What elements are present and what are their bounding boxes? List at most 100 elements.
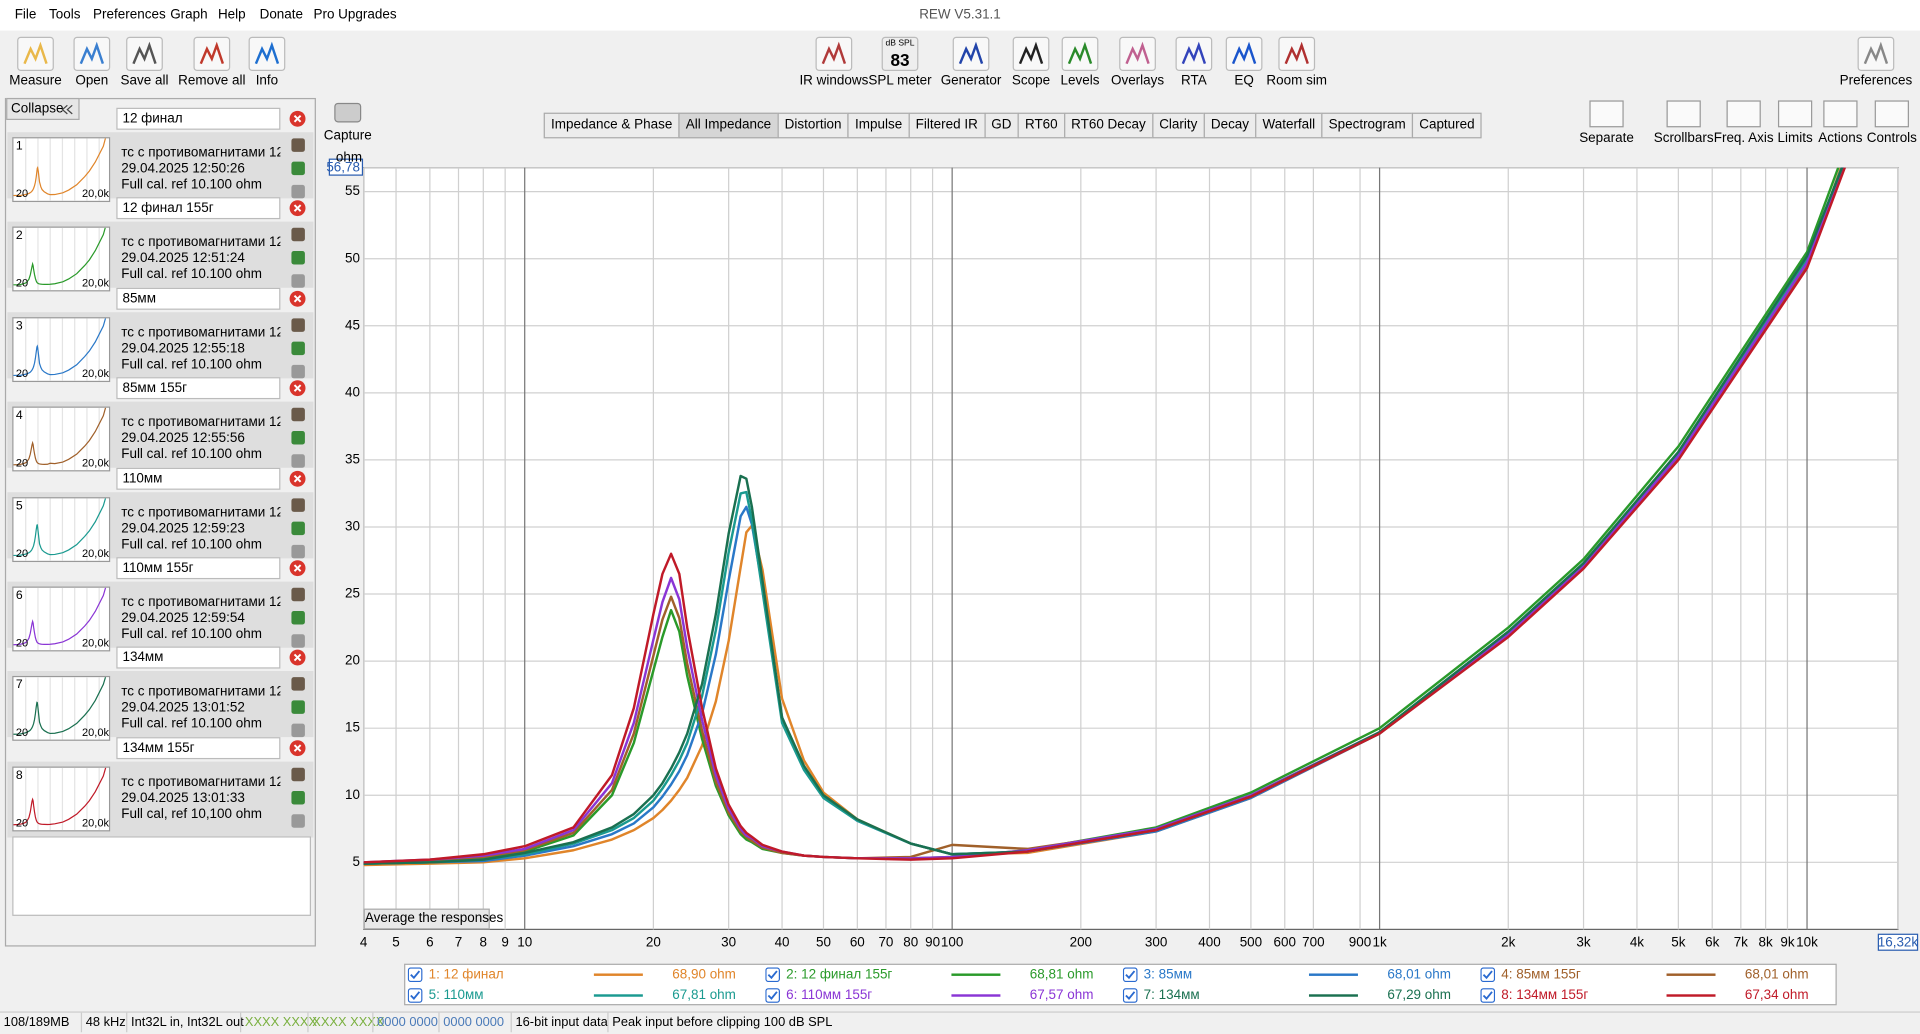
toolbar-button[interactable]: dB SPL 83 bbox=[881, 36, 919, 72]
item-icon[interactable] bbox=[291, 544, 305, 558]
toolbar-button[interactable] bbox=[193, 36, 231, 72]
thumbnail[interactable]: 8 20 20,0k bbox=[12, 766, 111, 832]
tab[interactable]: Distortion bbox=[777, 112, 849, 139]
icon[interactable] bbox=[289, 560, 306, 577]
toolbar-button[interactable] bbox=[1225, 36, 1263, 72]
toolbar-label[interactable]: Room sim bbox=[1266, 73, 1328, 89]
icon[interactable] bbox=[289, 649, 306, 666]
name-field[interactable]: 134мм bbox=[116, 647, 281, 670]
legend-label[interactable]: 5: 110мм bbox=[428, 988, 484, 1003]
menu-item[interactable]: Graph bbox=[170, 7, 208, 23]
toolbar-label[interactable]: Scope bbox=[1011, 73, 1051, 89]
control-label[interactable]: Scrollbars bbox=[1653, 131, 1714, 146]
icon[interactable] bbox=[1480, 967, 1496, 983]
control-icon[interactable] bbox=[1777, 100, 1813, 128]
name-field[interactable]: 110мм bbox=[116, 467, 281, 490]
legend-label[interactable]: 6: 110мм 155г bbox=[786, 988, 873, 1003]
control-label[interactable]: Actions bbox=[1818, 131, 1863, 146]
menu-item[interactable]: Tools bbox=[48, 7, 81, 23]
legend-label[interactable]: 4: 85мм 155г bbox=[1501, 967, 1581, 983]
item-icon[interactable] bbox=[291, 497, 305, 512]
icon[interactable] bbox=[407, 967, 423, 983]
tab[interactable]: Impedance & Phase bbox=[543, 112, 680, 139]
collapse-label[interactable]: Collapse bbox=[11, 101, 64, 117]
item-icon[interactable] bbox=[291, 454, 305, 468]
toolbar-label[interactable]: Remove all bbox=[178, 73, 246, 89]
item-icon[interactable] bbox=[291, 724, 305, 738]
toolbar-button[interactable] bbox=[1061, 36, 1099, 72]
control-icon[interactable] bbox=[1823, 100, 1858, 128]
icon[interactable] bbox=[765, 988, 781, 1003]
toolbar-label[interactable]: Generator bbox=[940, 73, 1002, 89]
name-field[interactable]: 110мм 155г bbox=[116, 557, 281, 580]
legend-label[interactable]: 2: 12 финал 155г bbox=[786, 967, 893, 983]
icon[interactable] bbox=[407, 988, 423, 1003]
icon[interactable] bbox=[289, 290, 306, 307]
icon[interactable] bbox=[1122, 988, 1138, 1003]
toolbar-label[interactable]: Info bbox=[255, 73, 279, 89]
toolbar-label[interactable]: EQ bbox=[1234, 73, 1254, 89]
item-icon[interactable] bbox=[291, 790, 305, 805]
item-icon[interactable] bbox=[291, 521, 305, 535]
icon[interactable] bbox=[289, 380, 306, 397]
toolbar-button[interactable] bbox=[952, 36, 990, 72]
icon[interactable] bbox=[289, 739, 306, 756]
thumbnail[interactable]: 7 20 20,0k bbox=[12, 676, 111, 742]
toolbar-button[interactable] bbox=[1119, 36, 1156, 72]
toolbar-label[interactable]: Measure bbox=[9, 73, 62, 89]
menu-item[interactable]: Help bbox=[217, 7, 246, 23]
item-icon[interactable] bbox=[291, 274, 305, 289]
toolbar-button[interactable] bbox=[1278, 36, 1316, 72]
toolbar-label[interactable]: Open bbox=[75, 73, 109, 89]
tab[interactable]: Waterfall bbox=[1255, 112, 1323, 139]
icon[interactable] bbox=[289, 110, 306, 127]
item-icon[interactable] bbox=[291, 587, 305, 602]
control-icon[interactable] bbox=[1589, 100, 1624, 128]
toolbar-label[interactable]: RTA bbox=[1181, 73, 1207, 89]
item-icon[interactable] bbox=[291, 161, 305, 176]
icon[interactable] bbox=[289, 470, 306, 487]
icon[interactable] bbox=[765, 967, 781, 983]
icon[interactable] bbox=[1122, 967, 1138, 983]
name-field[interactable]: 85мм bbox=[116, 287, 281, 310]
legend-label[interactable]: 1: 12 финал bbox=[428, 967, 504, 983]
item-icon[interactable] bbox=[291, 138, 305, 152]
tab[interactable]: Spectrogram bbox=[1321, 112, 1414, 139]
tab[interactable]: Captured bbox=[1411, 112, 1482, 139]
control-icon[interactable] bbox=[1666, 100, 1701, 128]
toolbar-label[interactable]: IR windows bbox=[799, 73, 869, 89]
item-icon[interactable] bbox=[291, 228, 305, 242]
item-icon[interactable] bbox=[291, 184, 305, 199]
item-icon[interactable] bbox=[291, 700, 305, 715]
tab[interactable]: RT60 Decay bbox=[1063, 112, 1154, 139]
thumbnail[interactable]: 2 20 20,0k bbox=[12, 227, 111, 292]
item-icon[interactable] bbox=[291, 767, 305, 781]
toolbar-label[interactable]: Levels bbox=[1060, 73, 1100, 89]
toolbar-button[interactable] bbox=[1175, 36, 1213, 72]
item-icon[interactable] bbox=[291, 634, 305, 648]
toolbar-label[interactable]: Preferences bbox=[1839, 73, 1913, 89]
thumbnail[interactable]: 4 20 20,0k bbox=[12, 406, 111, 472]
tab[interactable]: RT60 bbox=[1017, 112, 1066, 139]
thumbnail[interactable]: 3 20 20,0k bbox=[12, 316, 111, 382]
thumbnail[interactable]: 1 20 20,0k bbox=[12, 137, 111, 203]
control-icon[interactable] bbox=[1726, 100, 1761, 128]
menu-item[interactable]: Donate bbox=[259, 7, 304, 23]
menu-item[interactable]: Preferences bbox=[93, 7, 166, 23]
item-icon[interactable] bbox=[291, 407, 305, 422]
item-icon[interactable] bbox=[291, 611, 305, 625]
tab[interactable]: All Impedance bbox=[678, 112, 779, 139]
toolbar-label[interactable]: SPL meter bbox=[868, 73, 932, 89]
capture-icon[interactable] bbox=[334, 102, 362, 123]
control-label[interactable]: Separate bbox=[1579, 131, 1634, 146]
tab[interactable]: Impulse bbox=[847, 112, 910, 139]
legend-label[interactable]: 7: 134мм bbox=[1143, 988, 1200, 1003]
item-icon[interactable] bbox=[291, 814, 305, 828]
item-icon[interactable] bbox=[291, 251, 305, 265]
legend-label[interactable]: 8: 134мм 155г bbox=[1501, 988, 1589, 1003]
thumbnail[interactable]: 5 20 20,0k bbox=[12, 496, 111, 562]
toolbar-button[interactable] bbox=[815, 36, 853, 72]
toolbar-button[interactable] bbox=[1857, 36, 1895, 72]
toolbar-button[interactable] bbox=[1012, 36, 1050, 72]
name-field[interactable]: 12 финал 155г bbox=[116, 197, 281, 220]
